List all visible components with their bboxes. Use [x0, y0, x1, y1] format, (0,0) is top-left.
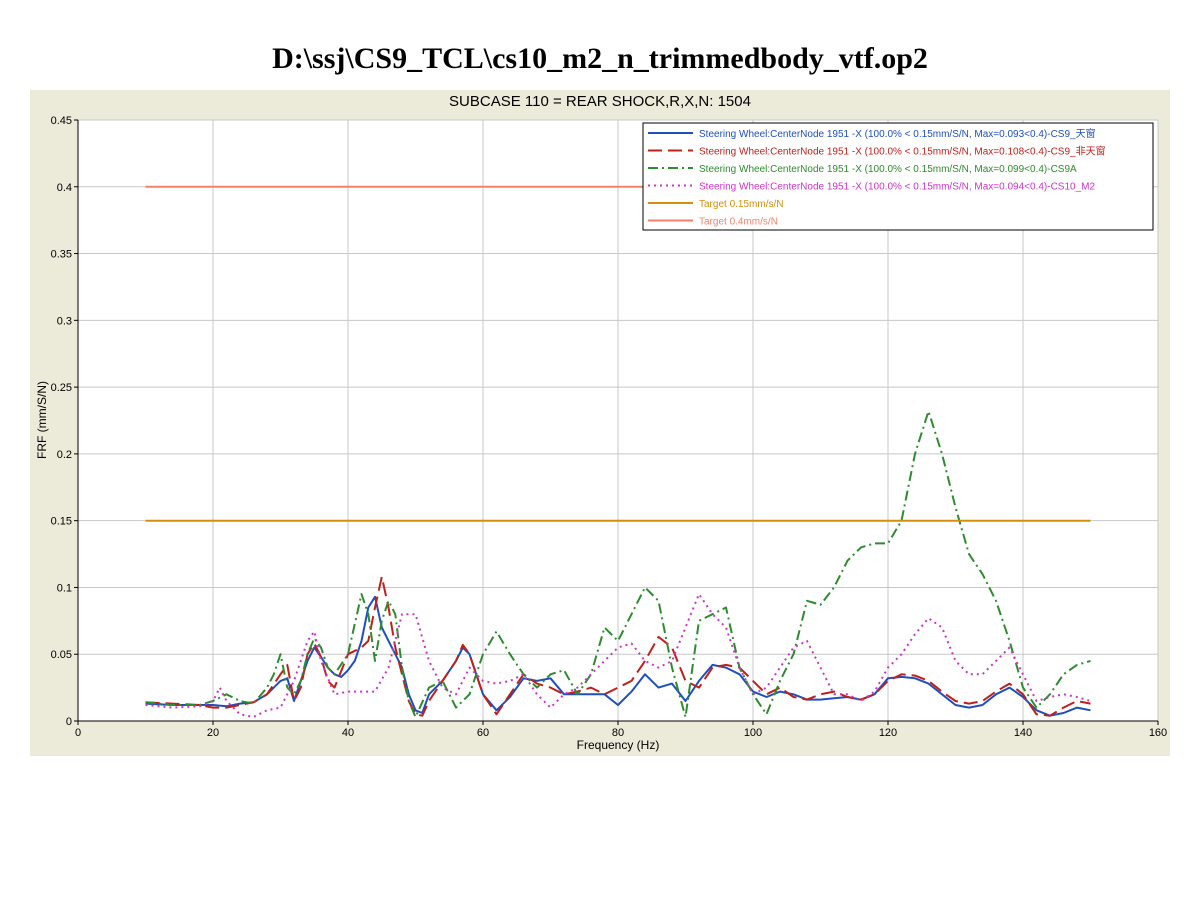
y-axis-label: FRF (mm/S/N) — [35, 381, 49, 459]
x-tick-label: 120 — [879, 727, 897, 739]
legend-entry: Target 0.4mm/s/N — [699, 217, 778, 228]
axes: 0 20 40 60 80 100 120 140 160 0 0.05 0.1 0.15 0.2 0.25… — [51, 115, 1168, 739]
y-tick-label: 0.25 — [51, 382, 72, 394]
x-tick-label: 80 — [612, 727, 624, 739]
page-title: D:\ssj\CS9_TCL\cs10_m2_n_trimmedbody_vtf… — [272, 42, 928, 75]
legend-entry: Target 0.15mm/s/N — [699, 199, 783, 210]
y-tick-label: 0.05 — [51, 649, 72, 661]
x-tick-label: 160 — [1149, 727, 1167, 739]
legend-entry: Steering Wheel:CenterNode 1951 -X (100.0… — [699, 164, 1077, 175]
series-line-1 — [145, 595, 1091, 717]
x-tick-label: 40 — [342, 727, 354, 739]
legend-entry: Steering Wheel:CenterNode 1951 -X (100.0… — [699, 182, 1095, 193]
y-tick-label: 0.4 — [57, 182, 72, 194]
x-tick-label: 60 — [477, 727, 489, 739]
legend: Steering Wheel:CenterNode 1951 -X (100.0… — [642, 122, 1154, 231]
y-tick-label: 0.15 — [51, 516, 72, 528]
y-tick-label: 0.2 — [57, 449, 72, 461]
x-axis-label: Frequency (Hz) — [577, 738, 660, 752]
x-tick-label: 140 — [1014, 727, 1032, 739]
series-line-2 — [145, 575, 1091, 717]
legend-entry: Steering Wheel:CenterNode 1951 -X (100.0… — [699, 145, 1106, 158]
series-line-3 — [145, 410, 1091, 718]
series-line-4 — [145, 593, 1091, 718]
y-tick-label: 0.45 — [51, 115, 72, 127]
legend-box — [642, 122, 1154, 231]
x-tick-label: 100 — [744, 727, 762, 739]
y-tick-label: 0.3 — [57, 315, 72, 327]
chart-title: SUBCASE 110 = REAR SHOCK,R,X,N: 1504 — [449, 93, 751, 110]
y-tick-label: 0.35 — [51, 249, 72, 261]
x-tick-label: 0 — [75, 727, 81, 739]
x-tick-label: 20 — [207, 727, 219, 739]
legend-entry: Steering Wheel:CenterNode 1951 -X (100.0… — [699, 127, 1096, 140]
y-tick-label: 0 — [66, 716, 72, 728]
y-tick-label: 0.1 — [57, 582, 72, 594]
